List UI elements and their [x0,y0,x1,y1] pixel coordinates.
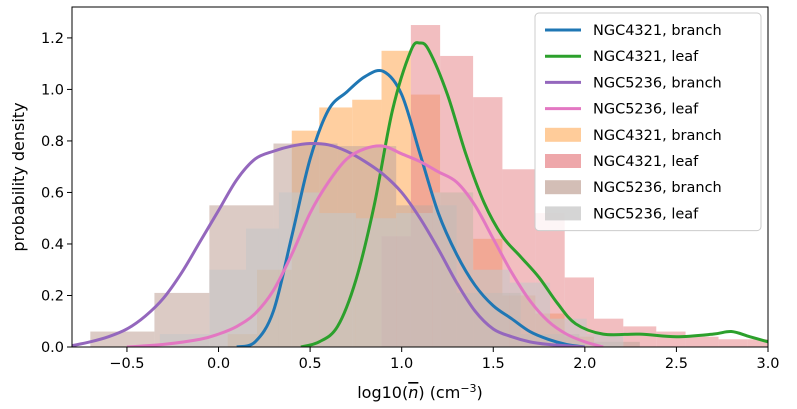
kde-line-3 [126,144,604,347]
kde-line-1 [300,41,768,347]
x-tick-label: 1.0 [390,356,413,372]
legend-patch-swatch [545,206,581,221]
x-tick-label: 2.5 [665,356,688,372]
hist-bar [718,339,748,347]
x-label-sup: −3 [460,382,476,395]
legend: NGC4321, branch NGC4321, leaf NGC5236, bra… [534,12,762,232]
legend-label: NGC4321, leaf [593,154,699,170]
legend-label: NGC4321, branch [593,23,722,39]
y-tick-label: 1.2 [41,31,64,47]
hist-bar [747,339,768,347]
y-tick-label: 0.6 [41,185,64,201]
kde-layer [72,41,768,347]
legend-label: NGC5236, branch [593,180,722,196]
y-axis-ticks: 0.0 0.2 0.4 0.6 0.8 1.0 1.2 [41,31,72,356]
y-tick-label: 1.0 [41,82,64,98]
x-tick-label: 1.5 [482,356,505,372]
axes-frame [71,6,769,348]
hist-bar [396,213,433,347]
legend-label: NGC5236, leaf [593,206,699,222]
legend-patch-swatch [545,127,581,142]
x-axis-ticks: −0.5 0.0 0.5 1.0 1.5 2.0 2.5 3.0 [109,347,780,372]
x-tick-label: 0.0 [207,356,230,372]
y-tick-label: 0.4 [41,237,64,253]
hist-bar [656,331,686,347]
hist-bar [90,331,155,347]
x-label-var: n [408,383,418,402]
y-tick-label: 0.8 [41,134,64,150]
hist-series-3 [159,192,624,347]
x-tick-label: 3.0 [756,356,779,372]
x-tick-label: 0.5 [299,356,322,372]
hist-bar [685,336,719,347]
x-tick-label: −0.5 [109,356,144,372]
legend-label: NGC4321, leaf [593,49,699,65]
x-tick-label: 2.0 [573,356,596,372]
kde-line-2 [72,141,585,347]
legend-box [534,12,762,232]
y-tick-label: 0.2 [41,288,64,304]
plot-area [72,25,768,347]
legend-patch-swatch [545,180,581,195]
hist-bar [355,218,397,347]
histogram-layer [90,25,768,347]
legend-label: NGC5236, branch [593,75,722,91]
y-tick-label: 0.0 [41,340,64,356]
kde-line-0 [236,68,586,347]
y-axis-label: probability density [9,102,28,251]
x-axis-label: log10(n) (cm−3) [357,382,483,402]
legend-label: NGC4321, branch [593,128,722,144]
x-label-close: ) [477,383,483,402]
x-label-pre: log10( [357,383,408,402]
legend-label: NGC5236, leaf [593,102,699,118]
legend-patch-swatch [545,154,581,168]
x-label-post: ) (cm [418,383,460,402]
